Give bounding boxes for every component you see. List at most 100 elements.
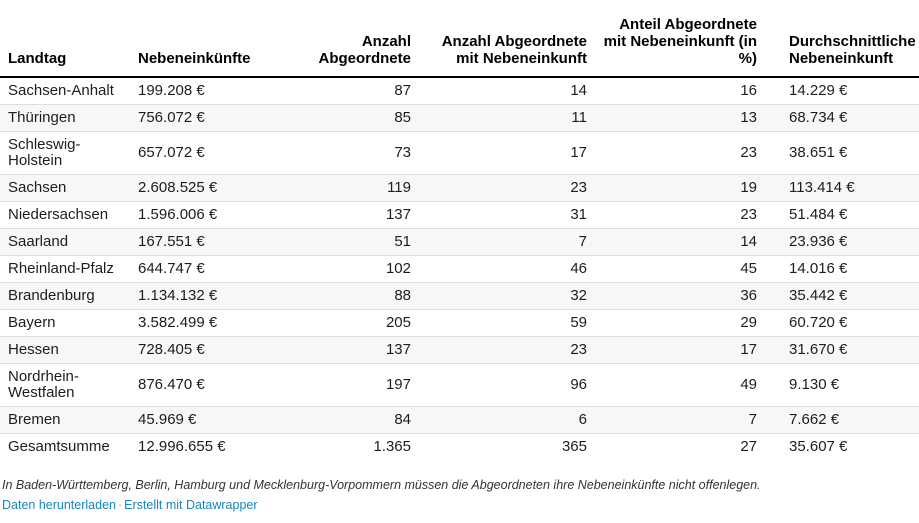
table-cell: 6 (416, 406, 592, 434)
table-cell: 14.229 € (789, 82, 848, 99)
table-cell: 31.670 € (762, 336, 919, 364)
table-row: Sachsen-Anhalt 199.208 € 87 14 16 14.229 € (0, 77, 919, 105)
table-cell: 35.442 € (762, 282, 919, 310)
table-cell: 167.551 € (130, 228, 290, 256)
table-row: Niedersachsen 1.596.006 €137 31 23 51.484 € (0, 201, 919, 229)
table-cell: 88 (290, 282, 416, 310)
table-cell: 23.936 € (762, 228, 919, 256)
table-cell: 2.608.525 € (130, 174, 290, 202)
table-header: Landtag Nebeneinkünfte Anzahl Abgeordnete A… (0, 6, 919, 78)
column-header-5: Durchschnittliche Nebeneinkunft (762, 6, 919, 78)
table-cell: Rheinland-Pfalz (0, 255, 130, 283)
table-cell: 23 (592, 201, 762, 229)
table-cell: 205 (290, 309, 416, 337)
table-body: Sachsen-Anhalt 199.208 € 87 14 16 14.229 € Thü… (0, 77, 919, 460)
table-cell: 17 (592, 336, 762, 364)
table-row: Hessen 728.405 €137 23 17 31.670 € (0, 336, 919, 364)
table-cell: 45 (592, 255, 762, 283)
table-cell: Schleswig-Holstein (0, 131, 130, 175)
table-cell: 59 (416, 309, 592, 337)
table-cell: 23 (592, 131, 762, 175)
table-cell: Nordrhein-Westfalen (0, 363, 130, 407)
column-header-4: Anteil Abgeordnete mit Nebeneinkunft (in… (592, 6, 762, 78)
table-cell: 51 (290, 228, 416, 256)
table-cell: 16 (740, 82, 757, 99)
table-cell: 96 (416, 363, 592, 407)
table-cell: 17 (416, 131, 592, 175)
table-cell: Bremen (0, 406, 130, 434)
table-row: Thüringen 756.072 €85 11 13 68.734 € (0, 104, 919, 132)
table-cell: 35.607 € (762, 433, 919, 460)
table-cell: 49 (592, 363, 762, 407)
table-cell: 14 (592, 228, 762, 256)
table-cell: 84 (290, 406, 416, 434)
table-cell: 199.208 € (138, 82, 205, 99)
table-cell: 13 (592, 104, 762, 132)
column-header-3: Anzahl Abgeordnete mit Nebeneinkunft (416, 6, 592, 78)
table-cell: 60.720 € (762, 309, 919, 337)
table-cell: 113.414 € (762, 174, 919, 202)
table-cell: 657.072 € (130, 131, 290, 175)
table-cell: 11 (416, 104, 592, 132)
table-cell: 45.969 € (130, 406, 290, 434)
table-cell: 14 (570, 82, 587, 99)
table-cell: 1.365 (290, 433, 416, 460)
table-row: Schleswig-Holstein 657.072 €73 17 23 38.651 … (0, 131, 919, 175)
table-cell: 36 (592, 282, 762, 310)
table-row: Sachsen 2.608.525 €119 23 19 113.414 € (0, 174, 919, 202)
column-header-2: Anzahl Abgeordnete (290, 6, 416, 78)
table-cell: Saarland (0, 228, 130, 256)
table-cell: 73 (290, 131, 416, 175)
table-cell: 85 (290, 104, 416, 132)
table-cell: Gesamtsumme (0, 433, 130, 460)
table-row: Bayern 3.582.499 €205 59 29 60.720 € (0, 309, 919, 337)
table-cell: 756.072 € (130, 104, 290, 132)
table-cell: 12.996.655 € (130, 433, 290, 460)
table-cell: 19 (592, 174, 762, 202)
table-cell: 137 (290, 201, 416, 229)
table-cell: 119 (290, 174, 416, 202)
table-cell: 7 (592, 406, 762, 434)
table-cell: Thüringen (0, 104, 130, 132)
table-row: Nordrhein-Westfalen 876.470 €197 96 49 9.130… (0, 363, 919, 407)
table-cell: 31 (416, 201, 592, 229)
table-cell: 23 (416, 336, 592, 364)
link-separator: · (117, 498, 123, 512)
data-table: Landtag Nebeneinkünfte Anzahl Abgeordnete A… (0, 6, 919, 460)
table-cell: 29 (592, 309, 762, 337)
table-cell: 46 (416, 255, 592, 283)
header-row: Landtag Nebeneinkünfte Anzahl Abgeordnete A… (0, 6, 919, 78)
table-row: Brandenburg 1.134.132 €88 32 36 35.442 € (0, 282, 919, 310)
table-cell: 7.662 € (762, 406, 919, 434)
table-cell: Hessen (0, 336, 130, 364)
table-cell: 876.470 € (130, 363, 290, 407)
table-cell: 68.734 € (762, 104, 919, 132)
table-cell: 728.405 € (130, 336, 290, 364)
table-cell: 1.596.006 € (130, 201, 290, 229)
table-cell: Sachsen (0, 174, 130, 202)
table-cell: 51.484 € (762, 201, 919, 229)
table-cell: 23 (416, 174, 592, 202)
table-row: Saarland 167.551 €51 7 14 23.936 € (0, 228, 919, 256)
table-cell: 32 (416, 282, 592, 310)
table-cell: 137 (290, 336, 416, 364)
table-cell: 365 (416, 433, 592, 460)
table-cell: 27 (592, 433, 762, 460)
table-cell: 644.747 € (130, 255, 290, 283)
table-cell: Bayern (0, 309, 130, 337)
table-cell: Sachsen-Anhalt (8, 82, 114, 99)
footer-links: Daten herunterladen · Erstellt mit Datawra… (2, 497, 917, 513)
table-row: Rheinland-Pfalz 644.747 €102 46 45 14.016 € (0, 255, 919, 283)
table-cell: 38.651 € (762, 131, 919, 175)
datawrapper-credit-link[interactable]: Erstellt mit Datawrapper (124, 498, 258, 512)
table-cell: 197 (290, 363, 416, 407)
column-header-0: Landtag (0, 6, 130, 78)
download-data-link[interactable]: Daten herunterladen (2, 498, 116, 512)
table-cell: 14.016 € (762, 255, 919, 283)
table-cell: 7 (416, 228, 592, 256)
table-cell: 87 (394, 82, 411, 99)
table-row: Bremen 45.969 €84 6 7 7.662 € (0, 406, 919, 434)
footnote: In Baden-Württemberg, Berlin, Hamburg un… (2, 478, 761, 492)
table-cell: 102 (290, 255, 416, 283)
